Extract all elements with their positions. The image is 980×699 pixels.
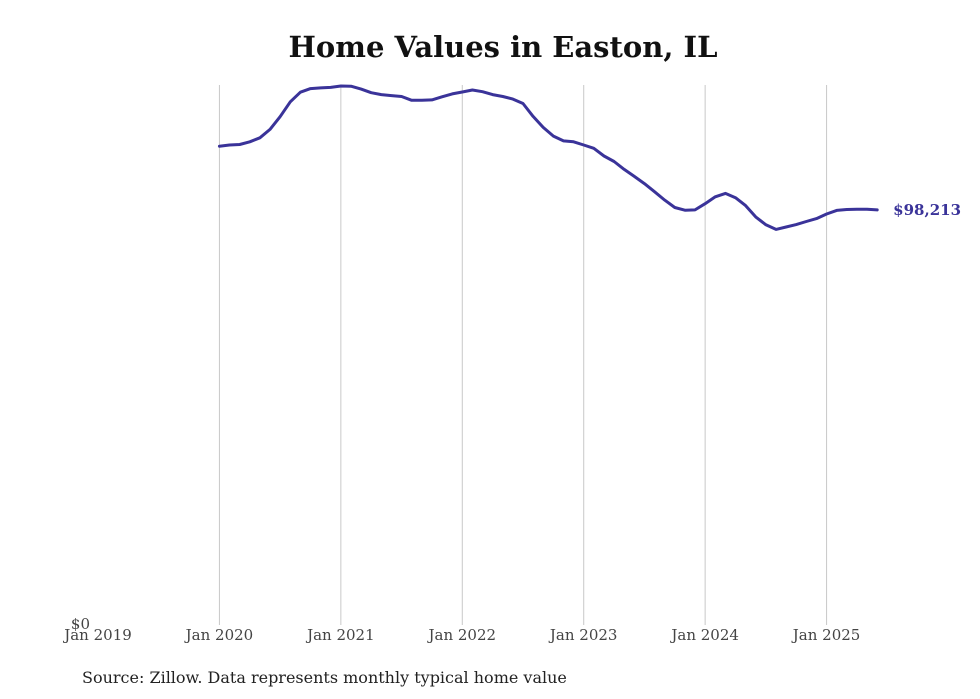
gridlines — [218, 85, 828, 625]
x-tick-label: Jan 2025 — [791, 626, 861, 644]
latest-value-label: $98,213 — [893, 201, 961, 219]
home-value-line — [217, 84, 879, 231]
x-tick-label: Jan 2021 — [305, 626, 375, 644]
x-axis-ticks: Jan 2019 Jan 2020 Jan 2021 Jan 2022 Jan 2023… — [62, 626, 860, 644]
source-note: Source: Zillow. Data represents monthly … — [82, 668, 567, 687]
x-tick-label: Jan 2024 — [669, 626, 739, 644]
x-tick-label: Jan 2020 — [184, 626, 254, 644]
x-tick-label: Jan 2023 — [548, 626, 618, 644]
y-tick-label: $0 — [71, 615, 90, 633]
y-axis-ticks: $0 — [71, 615, 90, 633]
chart-title: Home Values in Easton, IL — [288, 30, 718, 64]
x-tick-label: Jan 2022 — [427, 626, 497, 644]
x-tick-label: Jan 2019 — [62, 626, 132, 644]
